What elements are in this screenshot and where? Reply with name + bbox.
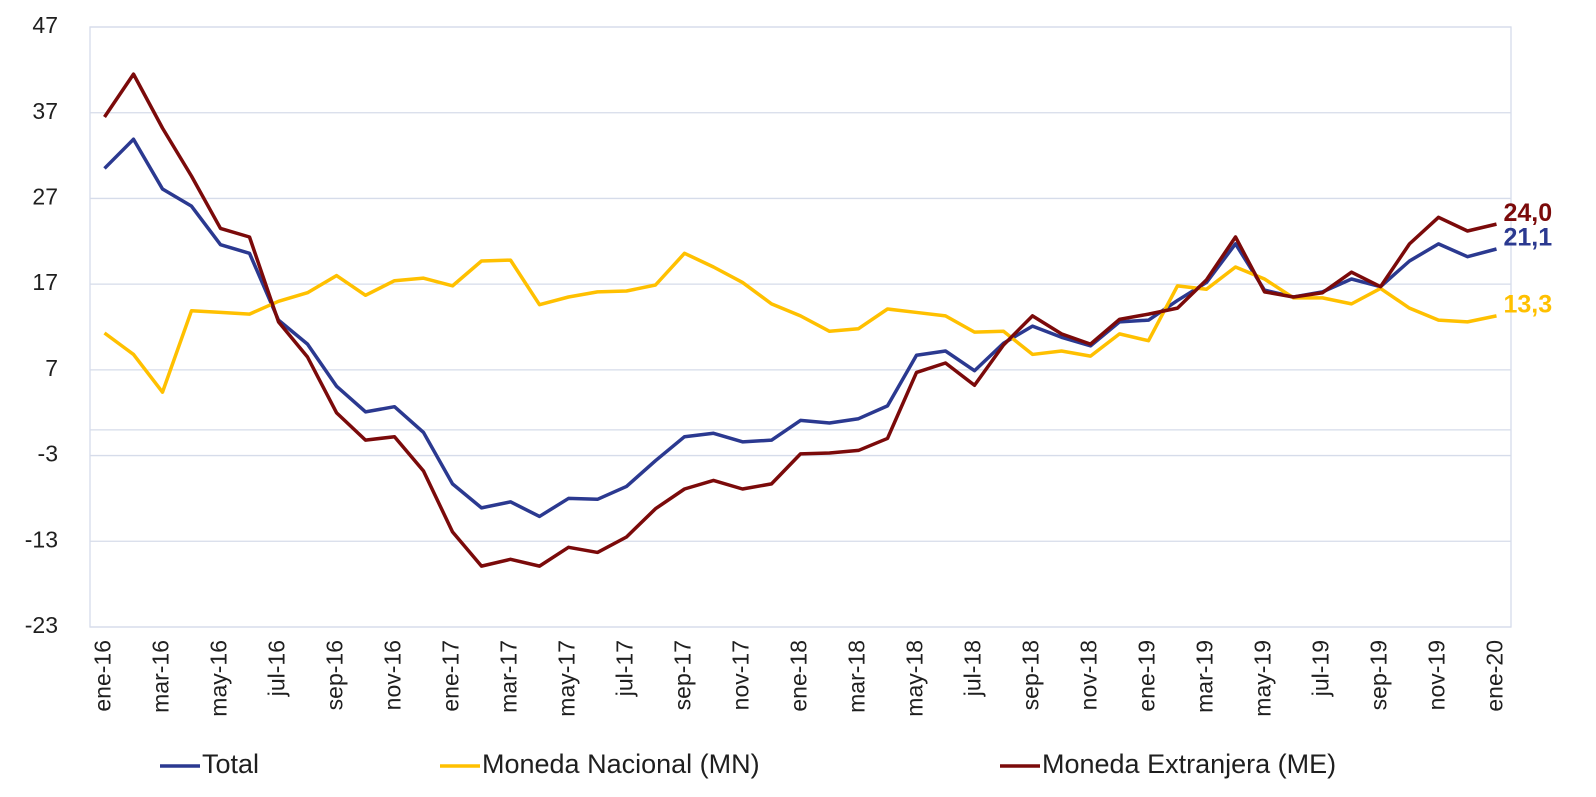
y-tick-label: -23 (25, 612, 58, 638)
x-tick-label: ene-20 (1482, 640, 1508, 712)
x-tick-label: nov-16 (380, 640, 406, 710)
y-tick-label: 27 (32, 184, 58, 210)
legend-item: Moneda Nacional (MN) (440, 749, 760, 779)
x-tick-label: nov-17 (728, 640, 754, 710)
y-tick-label: 47 (32, 12, 58, 38)
x-tick-label: jul-18 (960, 640, 986, 697)
x-tick-label: jul-19 (1308, 640, 1334, 697)
x-tick-label: mar-18 (844, 640, 870, 713)
x-tick-label: sep-16 (322, 640, 348, 710)
series-line (103, 72, 1497, 568)
legend-label: Total (202, 749, 259, 779)
x-tick-label: ene-19 (1134, 640, 1160, 712)
x-tick-label: jul-17 (612, 640, 638, 697)
x-tick-label: sep-19 (1366, 640, 1392, 710)
x-tick-label: ene-16 (90, 640, 116, 712)
series-line (103, 137, 1497, 519)
x-tick-label: nov-19 (1424, 640, 1450, 710)
data-label: 21,1 (1504, 224, 1553, 252)
y-tick-label: 17 (32, 269, 58, 295)
y-tick-label: -13 (25, 526, 58, 552)
x-tick-label: mar-19 (1192, 640, 1218, 713)
data-label: 13,3 (1504, 290, 1553, 318)
legend-label: Moneda Nacional (MN) (482, 749, 760, 779)
data-label: 24,0 (1504, 199, 1553, 227)
x-tick-label: nov-18 (1076, 640, 1102, 710)
x-tick-label: ene-18 (786, 640, 812, 712)
y-tick-label: 7 (45, 355, 58, 381)
y-tick-label: -3 (38, 441, 58, 467)
x-tick-label: sep-17 (670, 640, 696, 710)
plot-area (89, 26, 1512, 628)
x-tick-label: mar-16 (148, 640, 174, 713)
legend-item: Moneda Extranjera (ME) (1000, 749, 1336, 779)
x-tick-label: may-16 (206, 640, 232, 717)
x-tick-label: jul-16 (264, 640, 290, 697)
x-tick-label: mar-17 (496, 640, 522, 713)
x-tick-label: may-19 (1250, 640, 1276, 717)
x-tick-label: ene-17 (438, 640, 464, 712)
x-tick-label: sep-18 (1018, 640, 1044, 710)
legend-label: Moneda Extranjera (ME) (1042, 749, 1336, 779)
legend-item: Total (160, 749, 259, 779)
x-tick-label: may-17 (554, 640, 580, 717)
series-line (103, 251, 1497, 394)
x-tick-label: may-18 (902, 640, 928, 717)
y-tick-label: 37 (32, 98, 58, 124)
